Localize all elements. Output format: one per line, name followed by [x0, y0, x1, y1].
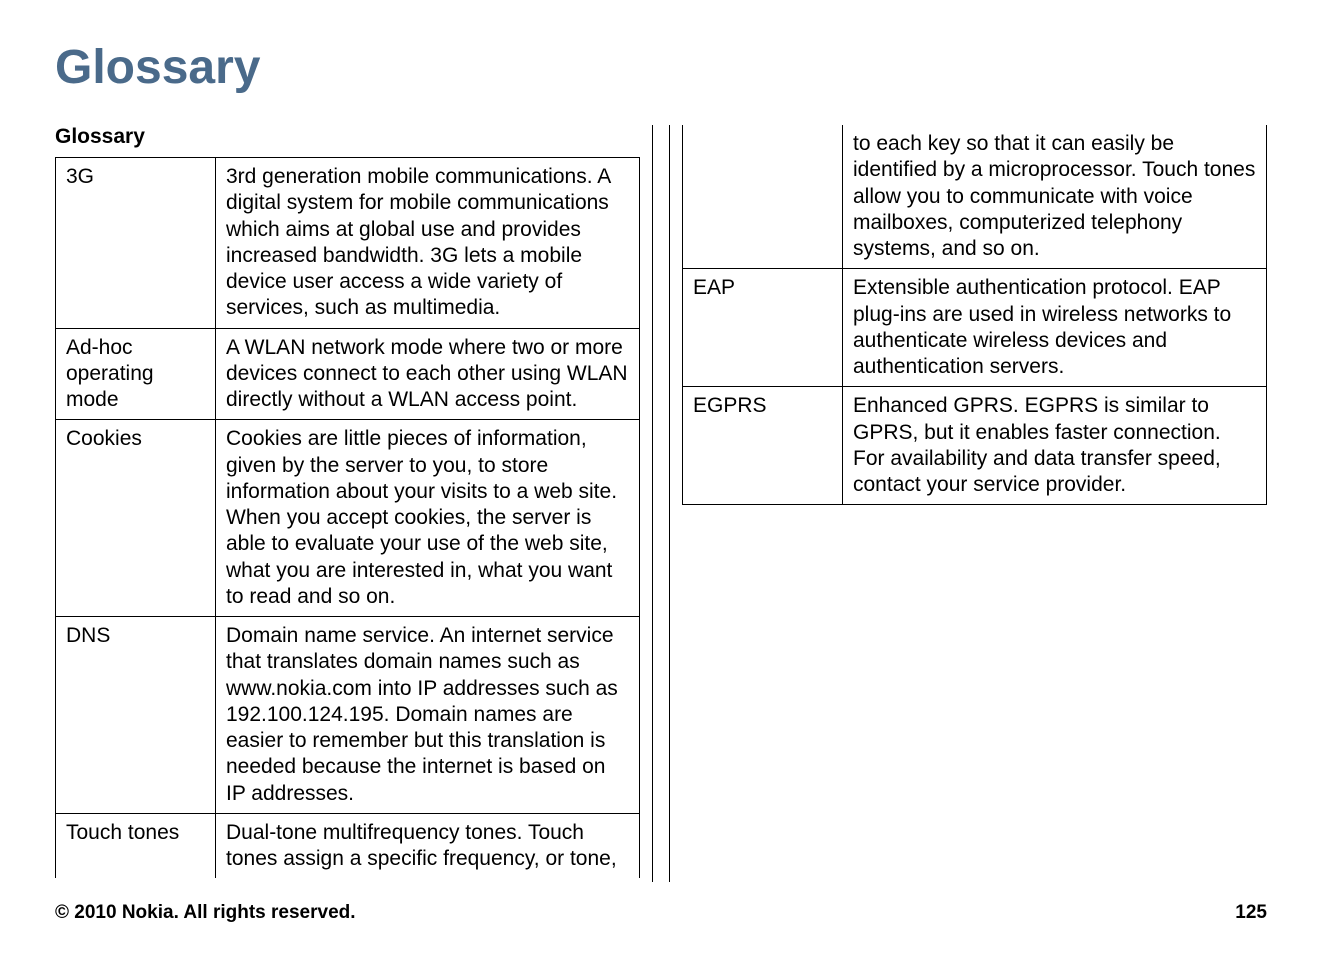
glossary-row: EAP Extensible authentication protocol. … — [683, 269, 1267, 387]
left-column: Glossary 3G 3rd generation mobile commun… — [55, 125, 640, 882]
page-number: 125 — [1235, 902, 1267, 924]
definition-cell: Extensible authentication protocol. EAP … — [843, 269, 1267, 387]
term-cell: 3G — [56, 158, 216, 329]
term-cell: Cookies — [56, 420, 216, 617]
glossary-table-left: 3G 3rd generation mobile communications.… — [55, 157, 640, 878]
term-cell: Ad-hoc operating mode — [56, 328, 216, 420]
glossary-row: EGPRS Enhanced GPRS. EGPRS is similar to… — [683, 387, 1267, 505]
glossary-row: DNS Domain name service. An internet ser… — [56, 617, 640, 814]
definition-cell: Dual-tone multifrequency tones. Touch to… — [216, 813, 640, 878]
definition-cell: 3rd generation mobile communications. A … — [216, 158, 640, 329]
glossary-row: Ad-hoc operating mode A WLAN network mod… — [56, 328, 640, 420]
section-heading: Glossary — [55, 125, 640, 149]
term-cell — [683, 125, 843, 269]
definition-cell: Enhanced GPRS. EGPRS is similar to GPRS,… — [843, 387, 1267, 505]
page-title: Glossary — [55, 40, 1267, 95]
glossary-row: to each key so that it can easily be ide… — [683, 125, 1267, 269]
glossary-row: 3G 3rd generation mobile communications.… — [56, 158, 640, 329]
page-footer: © 2010 Nokia. All rights reserved. 125 — [55, 902, 1267, 924]
glossary-row: Touch tones Dual-tone multifrequency ton… — [56, 813, 640, 878]
content-area: Glossary 3G 3rd generation mobile commun… — [55, 125, 1267, 882]
glossary-table-right: to each key so that it can easily be ide… — [682, 125, 1267, 505]
definition-cell: A WLAN network mode where two or more de… — [216, 328, 640, 420]
copyright-text: © 2010 Nokia. All rights reserved. — [55, 902, 356, 924]
term-cell: EAP — [683, 269, 843, 387]
definition-cell: Domain name service. An internet service… — [216, 617, 640, 814]
definition-cell: Cookies are little pieces of information… — [216, 420, 640, 617]
glossary-row: Cookies Cookies are little pieces of inf… — [56, 420, 640, 617]
term-cell: EGPRS — [683, 387, 843, 505]
definition-cell: to each key so that it can easily be ide… — [843, 125, 1267, 269]
column-divider — [660, 125, 662, 882]
term-cell: DNS — [56, 617, 216, 814]
right-column: to each key so that it can easily be ide… — [682, 125, 1267, 882]
term-cell: Touch tones — [56, 813, 216, 878]
